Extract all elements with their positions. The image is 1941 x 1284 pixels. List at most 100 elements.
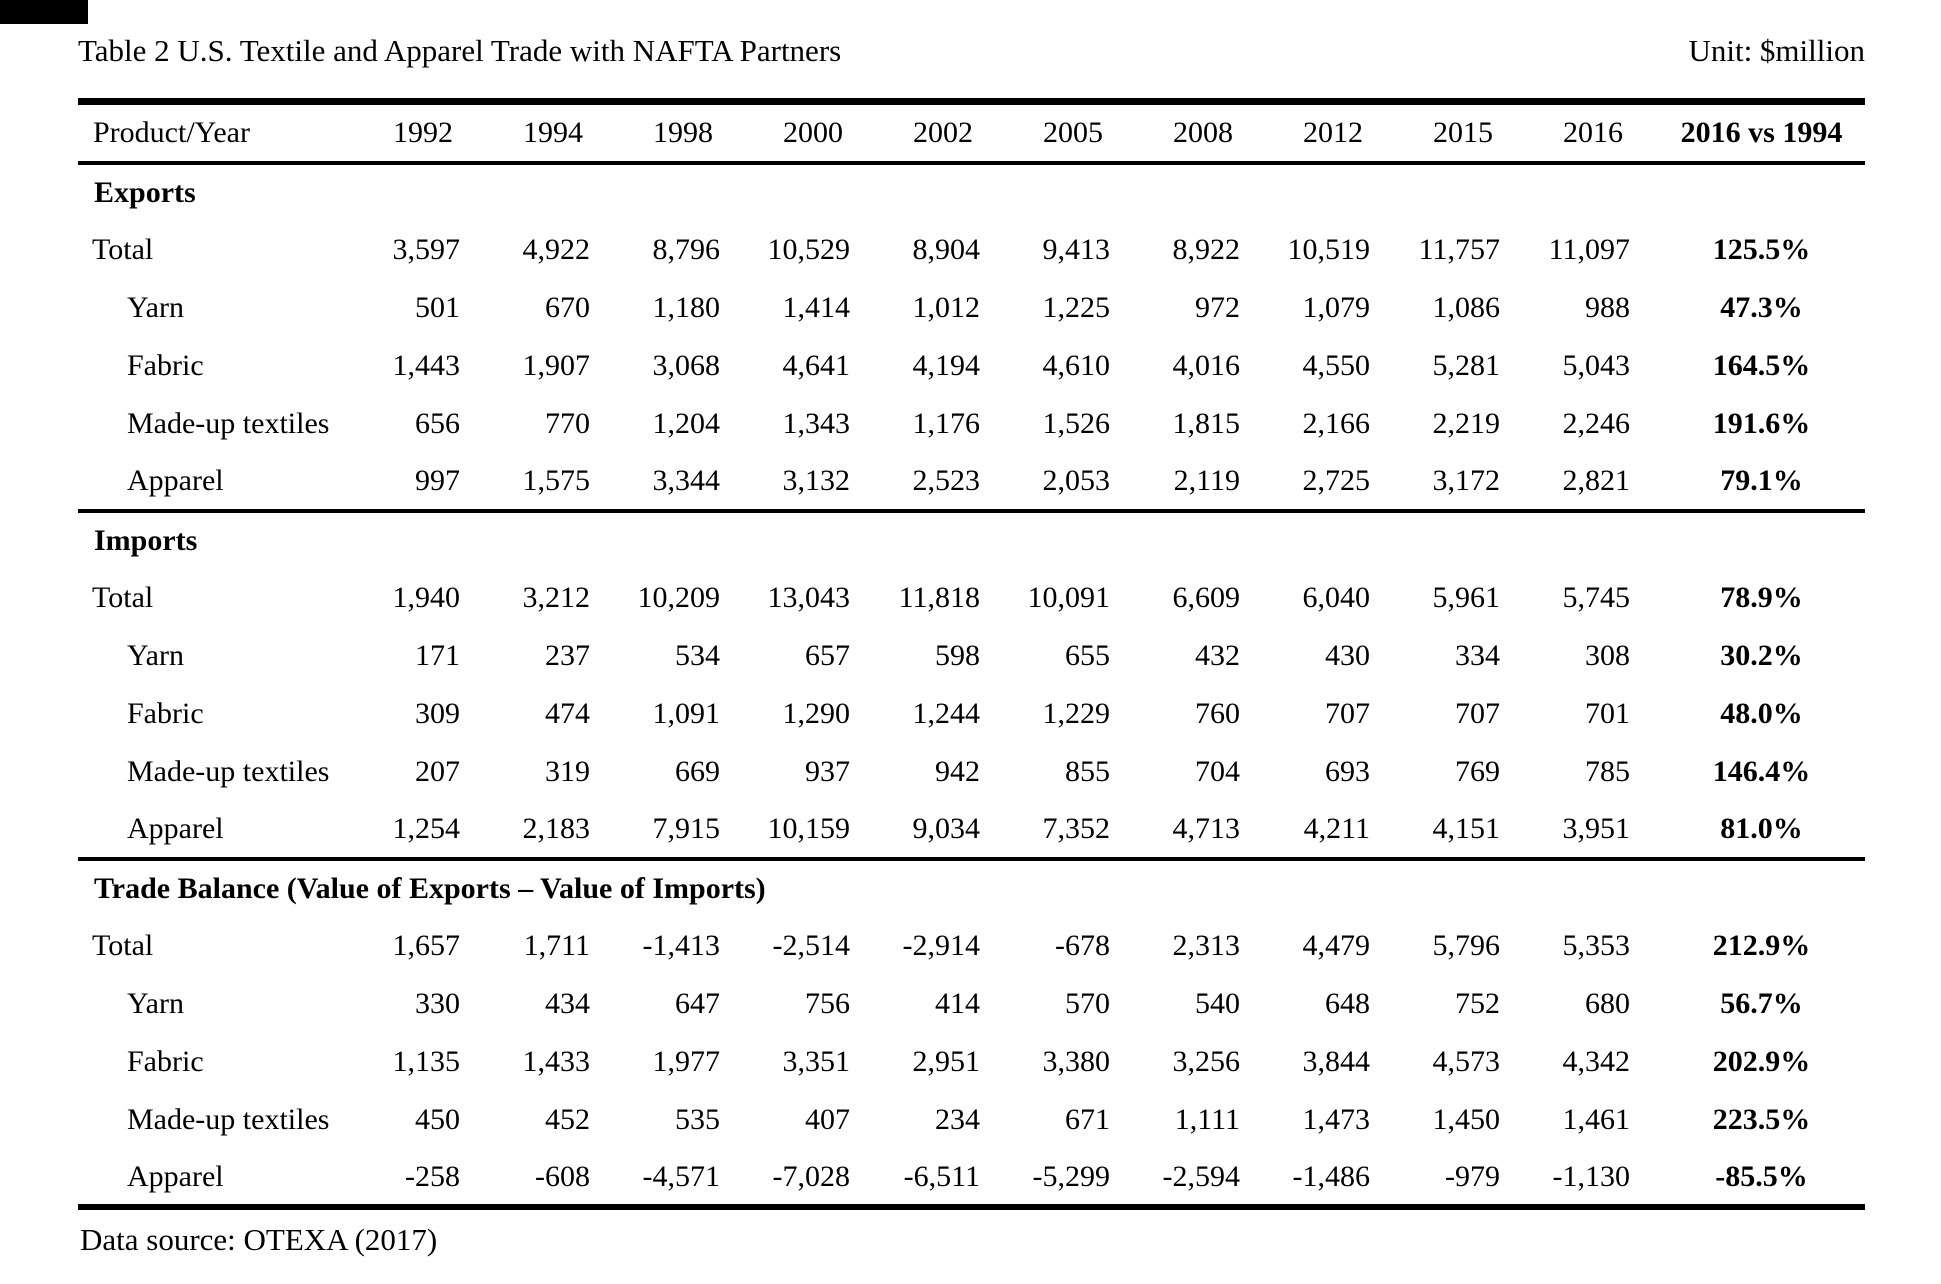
cell-value: 756 <box>805 987 850 1020</box>
cell-value: -979 <box>1445 1159 1500 1193</box>
cell-value: 534 <box>675 639 720 672</box>
cell-value: 2,725 <box>1302 464 1371 497</box>
data-source-note: Data source: OTEXA (2017) <box>80 1222 438 1257</box>
cell-value: -2,514 <box>772 929 851 962</box>
cell-value: 855 <box>1065 755 1110 788</box>
cell-value: 11,097 <box>1548 233 1630 266</box>
table-row: Total 1,940 3,212 10,209 13,043 11,818 10,091 6… <box>78 569 1865 627</box>
cell-value: -6,511 <box>903 1159 980 1193</box>
section-row: Exports <box>78 163 1865 221</box>
cell-value: 7,915 <box>652 812 721 845</box>
cell-value: 9,413 <box>1042 233 1111 266</box>
cell-value: -1,413 <box>642 929 721 962</box>
cell-value: 414 <box>935 987 980 1020</box>
table-row: Fabric 309 474 1,091 1,290 1,244 1,229 760 707 70… <box>78 685 1865 743</box>
section-title: Trade Balance (Value of Exports – Value … <box>78 857 1865 917</box>
cell-value: -2,594 <box>1162 1159 1241 1193</box>
cell-value: 430 <box>1325 639 1370 672</box>
cell-value: 670 <box>545 291 590 324</box>
cell-value: 3,951 <box>1562 812 1631 845</box>
cell-value: 2,821 <box>1562 464 1631 497</box>
cell-value: 1,473 <box>1302 1103 1371 1136</box>
cell-value: 207 <box>415 755 460 788</box>
row-label: Apparel <box>127 1159 224 1193</box>
cell-value: 1,180 <box>652 291 721 324</box>
cell-value: 707 <box>1325 697 1370 730</box>
cell-value: 1,815 <box>1172 407 1241 440</box>
cell-value: 570 <box>1065 987 1110 1020</box>
row-label: Fabric <box>127 349 204 382</box>
cell-value: 647 <box>675 987 720 1020</box>
row-label: Total <box>92 581 154 614</box>
year-header: 2015 <box>1398 101 1528 165</box>
year-header: 2005 <box>1008 101 1138 165</box>
cell-value: 2,523 <box>912 464 981 497</box>
cell-value: -7,028 <box>772 1159 851 1193</box>
cell-value: 308 <box>1585 639 1630 672</box>
cell-value: 4,550 <box>1302 349 1371 382</box>
row-label: Total <box>92 929 154 962</box>
cell-value: -4,571 <box>642 1159 721 1193</box>
cell-value: 1,657 <box>392 929 461 962</box>
cell-value: 3,597 <box>392 233 461 266</box>
cell-value: 13,043 <box>767 581 851 614</box>
row-label: Apparel <box>127 812 224 845</box>
cell-value: 2,119 <box>1173 464 1240 497</box>
cell-value: 4,573 <box>1432 1045 1501 1078</box>
cell-value: 942 <box>935 755 980 788</box>
cell-value: 785 <box>1585 755 1630 788</box>
cell-value: 5,961 <box>1432 581 1501 614</box>
cell-value: 3,844 <box>1302 1045 1371 1078</box>
row-label: Made-up textiles <box>127 407 330 440</box>
table-row: Yarn 330 434 647 756 414 570 540 648 752 680 56.7% <box>78 975 1865 1033</box>
cell-value: 4,610 <box>1042 349 1111 382</box>
cell-change: 56.7% <box>1720 987 1803 1020</box>
cell-value: 3,256 <box>1172 1045 1241 1078</box>
cell-value: 1,012 <box>912 291 981 324</box>
cell-value: 1,135 <box>392 1045 461 1078</box>
cell-change: 48.0% <box>1720 697 1803 730</box>
cell-value: 5,353 <box>1562 929 1631 962</box>
cell-value: 5,043 <box>1562 349 1631 382</box>
cell-value: 8,922 <box>1172 233 1241 266</box>
caption-row: Table 2 U.S. Textile and Apparel Trade w… <box>78 30 1865 72</box>
table-row: Yarn 171 237 534 657 598 655 432 430 334 308 30.2% <box>78 627 1865 685</box>
section-row: Imports <box>78 509 1865 569</box>
cell-value: 10,091 <box>1027 581 1111 614</box>
cell-value: -678 <box>1055 929 1110 962</box>
section-title: Imports <box>78 509 1865 569</box>
cell-value: 2,183 <box>522 812 591 845</box>
row-label: Yarn <box>127 987 184 1020</box>
product-year-header: Product/Year <box>78 101 358 165</box>
cell-value: 5,796 <box>1432 929 1501 962</box>
cell-value: 452 <box>545 1103 590 1136</box>
cell-change: 125.5% <box>1712 233 1811 266</box>
table-row: Total 1,657 1,711 -1,413 -2,514 -2,914 -678 2,3… <box>78 917 1865 975</box>
cell-value: 657 <box>805 639 850 672</box>
cell-value: 4,641 <box>782 349 851 382</box>
table-title: Table 2 U.S. Textile and Apparel Trade w… <box>78 33 842 68</box>
cell-value: -1,486 <box>1292 1159 1371 1193</box>
cell-value: 760 <box>1195 697 1240 730</box>
cell-value: 1,433 <box>522 1045 591 1078</box>
year-header: 2012 <box>1268 101 1398 165</box>
cell-value: 3,212 <box>522 581 591 614</box>
cell-value: 671 <box>1065 1103 1110 1136</box>
cell-value: 669 <box>675 755 720 788</box>
table-row: Made-up textiles 450 452 535 407 234 671 1,111 1… <box>78 1091 1865 1149</box>
cell-value: 1,977 <box>652 1045 721 1078</box>
cell-change: 164.5% <box>1712 349 1811 382</box>
cell-value: 5,745 <box>1562 581 1631 614</box>
cell-value: 1,907 <box>522 349 591 382</box>
cell-value: 1,461 <box>1562 1103 1631 1136</box>
cell-value: 10,519 <box>1287 233 1371 266</box>
cell-value: 1,711 <box>523 929 590 962</box>
table-row: Fabric 1,135 1,433 1,977 3,351 2,951 3,380 3,25… <box>78 1033 1865 1091</box>
cell-value: 4,479 <box>1302 929 1371 962</box>
section-title: Exports <box>94 176 196 209</box>
cell-value: 1,940 <box>392 581 461 614</box>
row-label: Yarn <box>127 291 184 324</box>
cell-value: 3,351 <box>782 1045 851 1078</box>
cell-change: 212.9% <box>1712 929 1811 962</box>
